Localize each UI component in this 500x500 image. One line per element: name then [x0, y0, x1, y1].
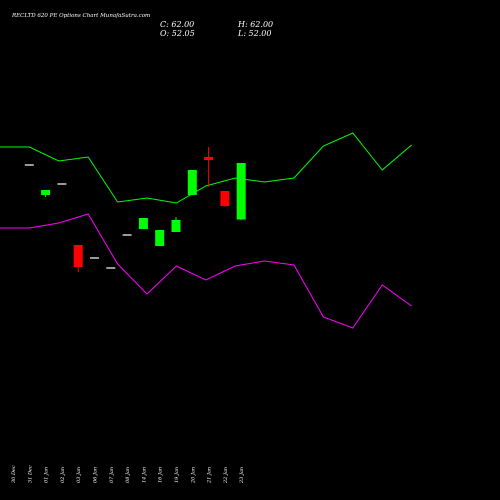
x-tick-label: 06 Jan	[93, 467, 99, 483]
candle	[187, 170, 197, 195]
candle-body	[138, 218, 148, 229]
x-tick-label: 08 Jan	[125, 467, 131, 483]
x-tick-label: 07 Jan	[109, 467, 115, 483]
close-value: C: 62.00	[160, 20, 194, 29]
candle	[155, 230, 165, 246]
x-axis-tick-labels: 30 Dec 31 Dec 01 Jan 02 Jan 03 Jan 06 Jan 07 J…	[11, 465, 245, 484]
candle	[138, 218, 148, 229]
candle	[171, 217, 181, 232]
candle	[204, 147, 214, 187]
x-tick-label: 19 Jan	[174, 467, 180, 483]
x-tick-label: 16 Jan	[158, 467, 164, 483]
candles	[24, 147, 246, 272]
candle-body	[220, 191, 230, 206]
candle	[236, 163, 246, 220]
candle-body	[204, 157, 214, 160]
indicator-lines	[0, 132, 412, 329]
chart-title: RECLTD 620 PE Options Chart MunafaSutra.…	[11, 13, 150, 19]
candle-body	[187, 170, 197, 195]
candle-body	[155, 230, 165, 246]
x-tick-label: 14 Jan	[141, 467, 147, 483]
candle-body	[236, 163, 246, 220]
x-tick-label: 01 Jan	[44, 467, 50, 483]
x-tick-label: 03 Jan	[76, 467, 82, 483]
x-tick-label: 30 Dec	[11, 465, 17, 483]
candle	[41, 190, 51, 197]
x-tick-label: 02 Jan	[60, 467, 66, 483]
indicator-line-1	[0, 132, 412, 204]
candle-body	[171, 220, 181, 232]
indicator-line-2	[0, 213, 412, 329]
x-tick-label: 20 Jan	[190, 467, 196, 484]
candle-body	[41, 190, 51, 195]
x-tick-label: 23 Jan	[239, 467, 245, 484]
x-tick-label: 31 Dec	[27, 465, 33, 483]
x-tick-label: 22 Jan	[223, 467, 229, 484]
high-value: H: 62.00	[237, 20, 273, 29]
x-tick-label: 21 Jan	[207, 467, 213, 484]
open-value: O: 52.05	[160, 29, 195, 38]
candle-body	[73, 245, 83, 267]
low-value: L: 52.00	[237, 29, 271, 38]
candle	[73, 245, 83, 272]
candle	[220, 191, 230, 207]
